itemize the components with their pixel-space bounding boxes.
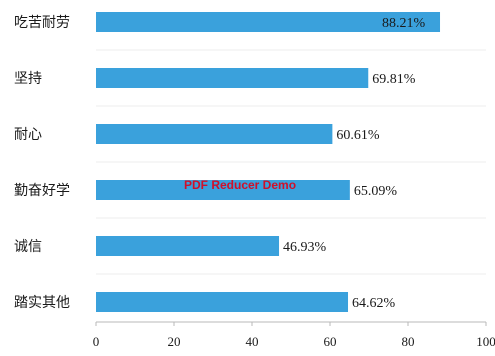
value-label: 65.09% [354,184,398,199]
x-tick-label: 40 [246,334,259,349]
bar [96,180,350,200]
x-tick-label: 0 [93,334,100,349]
category-label: 踏实其他 [14,295,70,311]
bar [96,124,333,144]
category-label: 诚信 [14,239,42,255]
value-label: 46.93% [283,240,327,255]
x-tick-label: 80 [402,334,415,349]
bar [96,68,369,88]
bar [96,12,441,32]
value-label: 88.21% [382,16,426,31]
value-labels: 88.21% 69.81% 60.61% 65.09% 46.93% 64.62% [283,16,425,311]
category-label: 吃苦耐劳 [14,15,70,31]
category-label: 耐心 [14,127,42,143]
x-tick-label: 60 [324,334,337,349]
bar [96,236,280,256]
category-label: 勤奋好学 [14,183,70,199]
value-label: 60.61% [336,128,380,143]
bar [96,292,349,312]
gridlines [96,49,486,275]
bars [96,12,441,312]
watermark-text: PDF Reducer Demo [184,178,297,192]
value-label: 64.62% [352,296,396,311]
x-tick-label: 100 [476,334,495,349]
x-tick-labels: 0 20 40 60 80 100 [93,322,495,349]
category-label: 坚持 [14,71,42,87]
x-tick-label: 20 [168,334,181,349]
value-label: 69.81% [372,72,416,87]
